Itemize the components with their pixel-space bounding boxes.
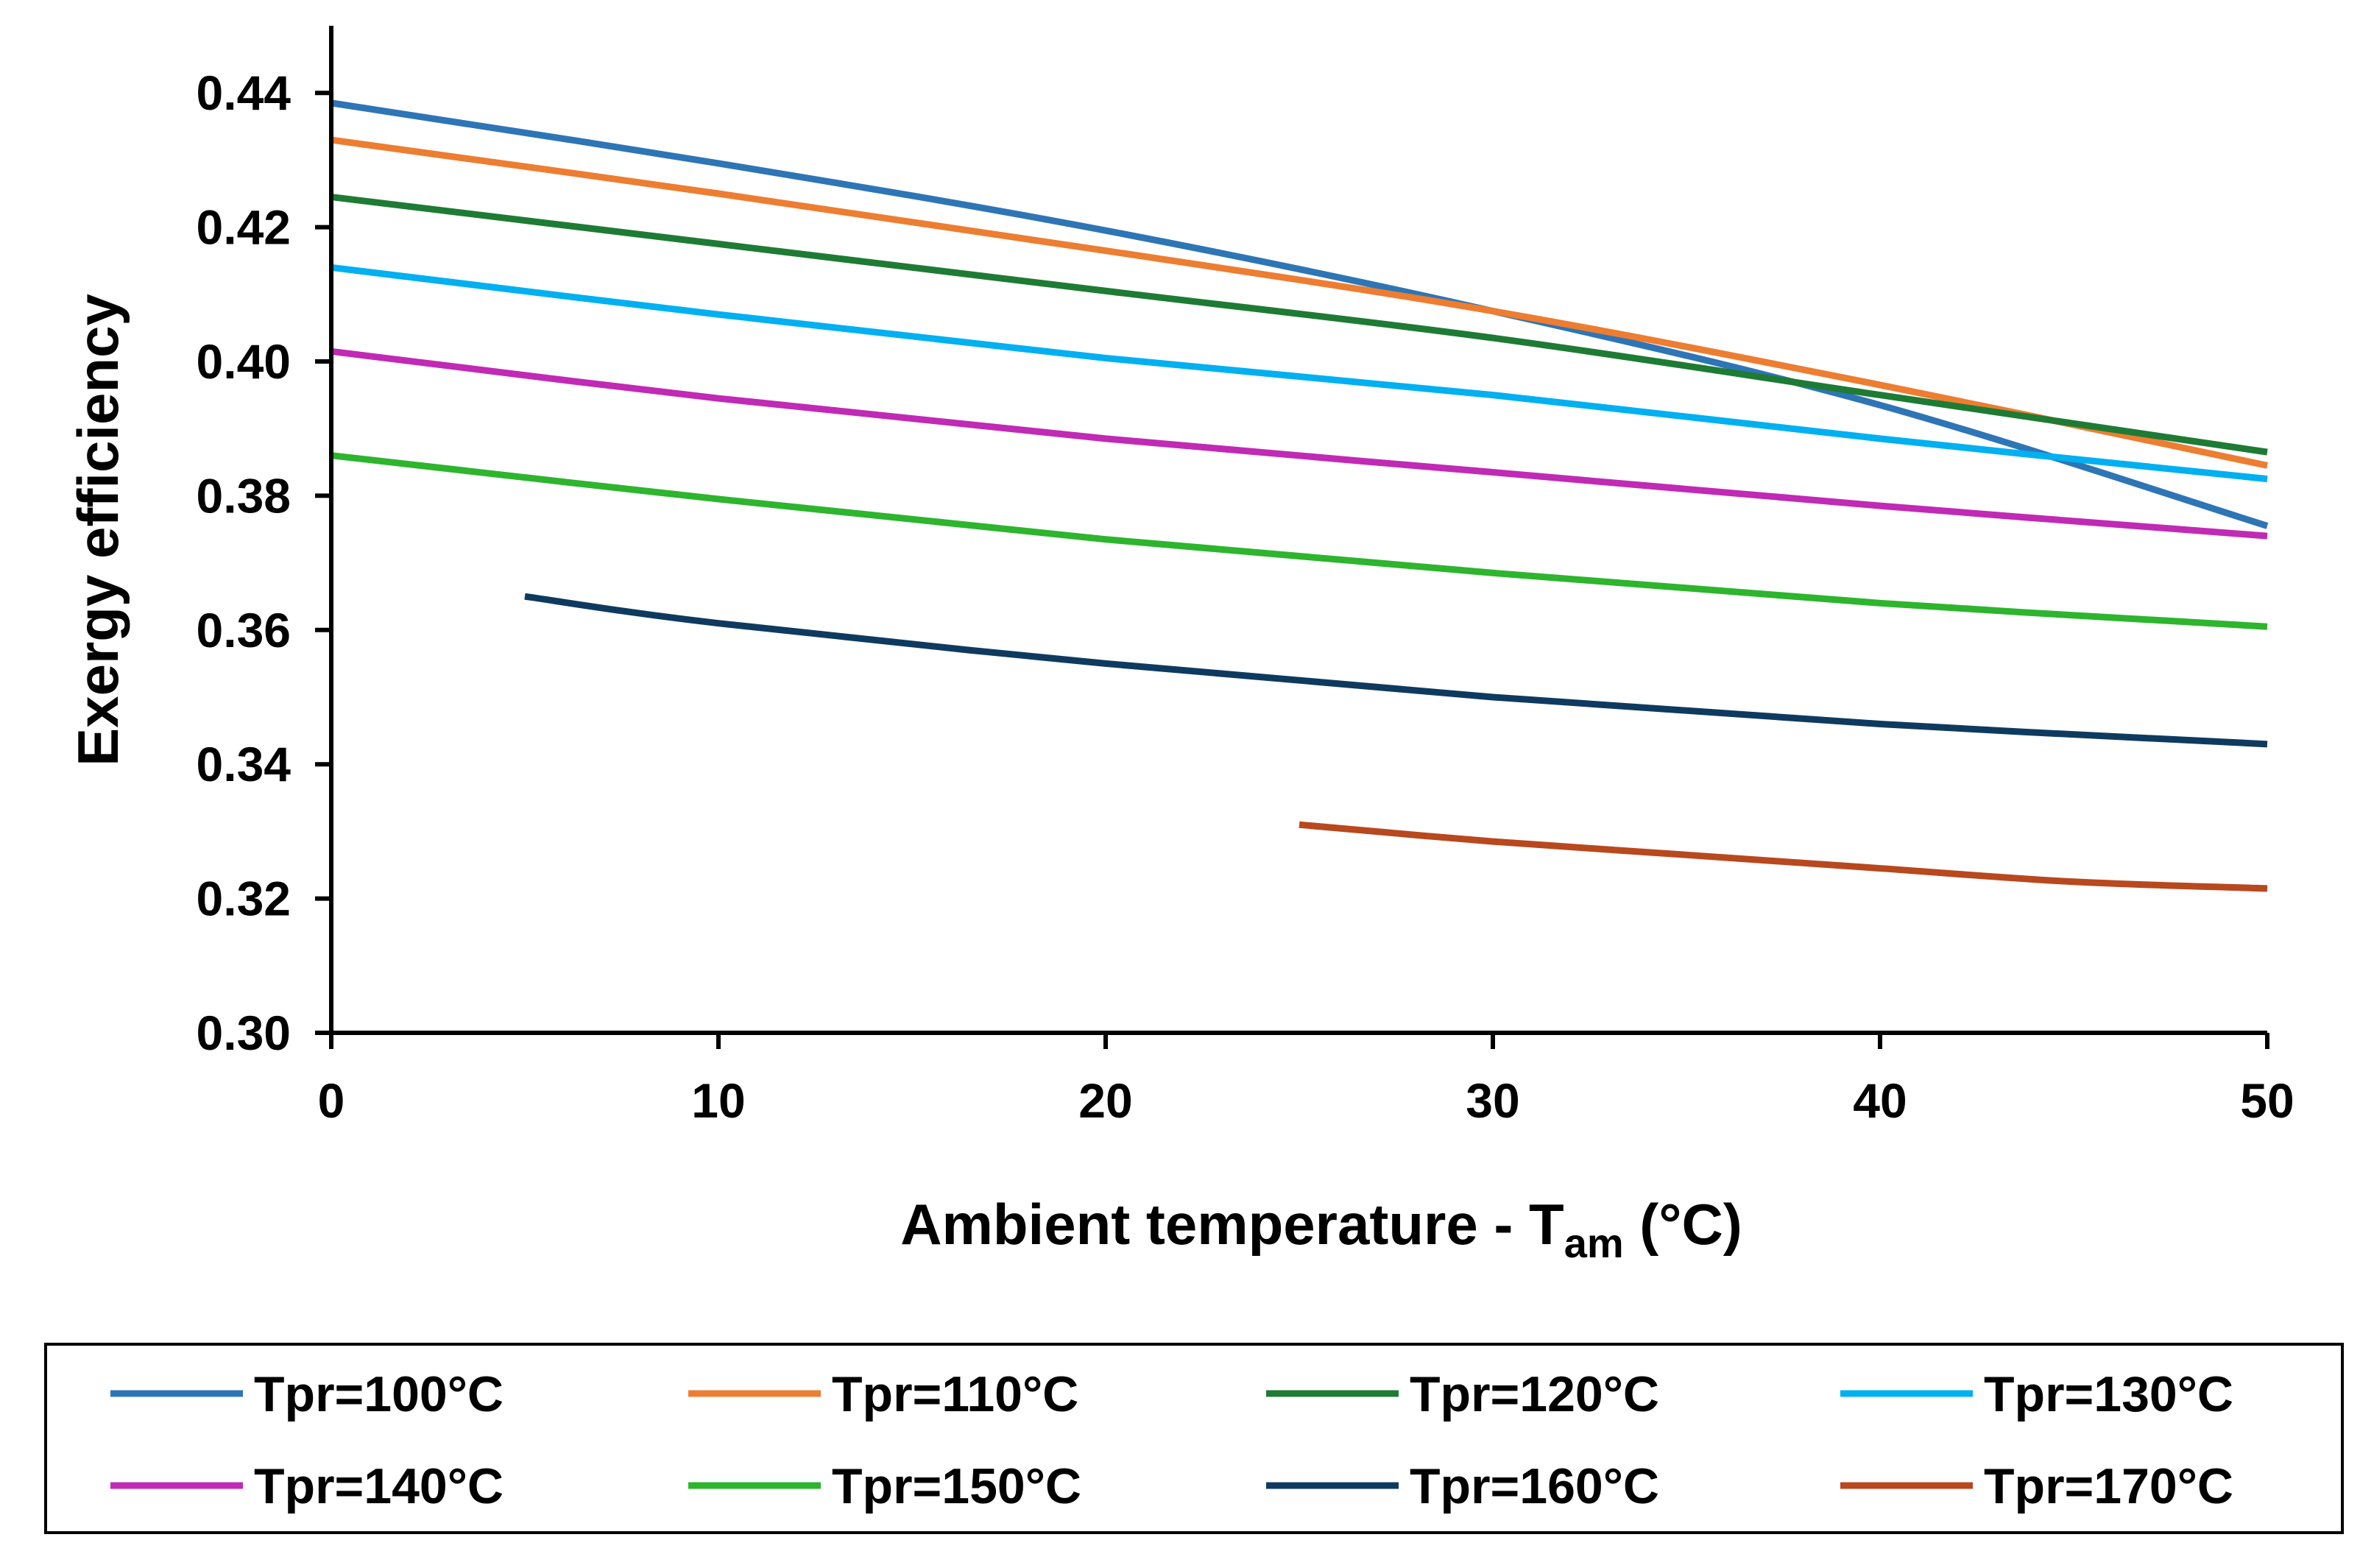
legend-label-7: Tpr=160°C — [1410, 1458, 1659, 1514]
legend-label-8: Tpr=170°C — [1984, 1458, 2233, 1514]
series-line-3 — [331, 194, 2268, 456]
y-tick-label: 0.44 — [197, 66, 292, 120]
series-line-8 — [1299, 821, 2268, 892]
y-tick-label: 0.40 — [197, 334, 291, 389]
x-tick-label: 20 — [1078, 1073, 1132, 1128]
legend-label-5: Tpr=140°C — [254, 1458, 504, 1514]
legend-box — [44, 1343, 2344, 1534]
series-line-4 — [331, 264, 2268, 483]
y-tick-label: 0.32 — [197, 872, 291, 926]
x-tick-label: 0 — [318, 1073, 345, 1128]
y-ticks: 0.30 0.32 0.34 0.36 0.38 0.40 0.42 0.44 — [197, 66, 331, 1060]
series-line-7 — [524, 593, 2268, 748]
x-tick-label: 30 — [1466, 1073, 1519, 1128]
x-tick-label: 50 — [2240, 1073, 2294, 1128]
legend: Tpr=100°C Tpr=110°C Tpr=120°C Tpr=130°C Tpr=… — [44, 1343, 2344, 1534]
x-axis-title-main: Ambient temperature - T — [900, 1192, 1564, 1257]
x-axis-title: Ambient temperature - Tam (°C) — [900, 1192, 1742, 1266]
legend-label-3: Tpr=120°C — [1410, 1366, 1659, 1422]
x-ticks: 0 10 20 30 40 50 — [318, 1033, 2294, 1128]
series-line-1 — [331, 99, 2269, 529]
x-axis-title-subscript: am — [1564, 1220, 1624, 1266]
y-tick-label: 0.30 — [197, 1006, 291, 1060]
legend-label-6: Tpr=150°C — [832, 1458, 1081, 1514]
x-tick-label: 10 — [691, 1073, 745, 1128]
legend-items: Tpr=100°C Tpr=110°C Tpr=120°C Tpr=130°C Tpr=… — [110, 1366, 2233, 1514]
plot-area: 0.30 0.32 0.34 0.36 0.38 0.40 0.42 0.44 0 10 20 30… — [197, 26, 2294, 1128]
y-axis-title: Exergy efficiency — [66, 294, 130, 766]
x-tick-label: 40 — [1853, 1073, 1907, 1128]
y-tick-label: 0.36 — [197, 603, 291, 657]
series-line-6 — [331, 452, 2268, 630]
legend-label-1: Tpr=100°C — [254, 1366, 504, 1422]
series-line-2 — [331, 136, 2268, 469]
y-tick-label: 0.38 — [197, 468, 291, 523]
series-lines — [331, 99, 2269, 892]
x-axis-title-unit: (°C) — [1624, 1192, 1742, 1257]
y-tick-label: 0.34 — [197, 737, 292, 791]
legend-label-4: Tpr=130°C — [1984, 1366, 2233, 1422]
series-line-5 — [331, 347, 2268, 540]
legend-label-2: Tpr=110°C — [832, 1366, 1078, 1422]
y-tick-label: 0.42 — [197, 200, 291, 255]
